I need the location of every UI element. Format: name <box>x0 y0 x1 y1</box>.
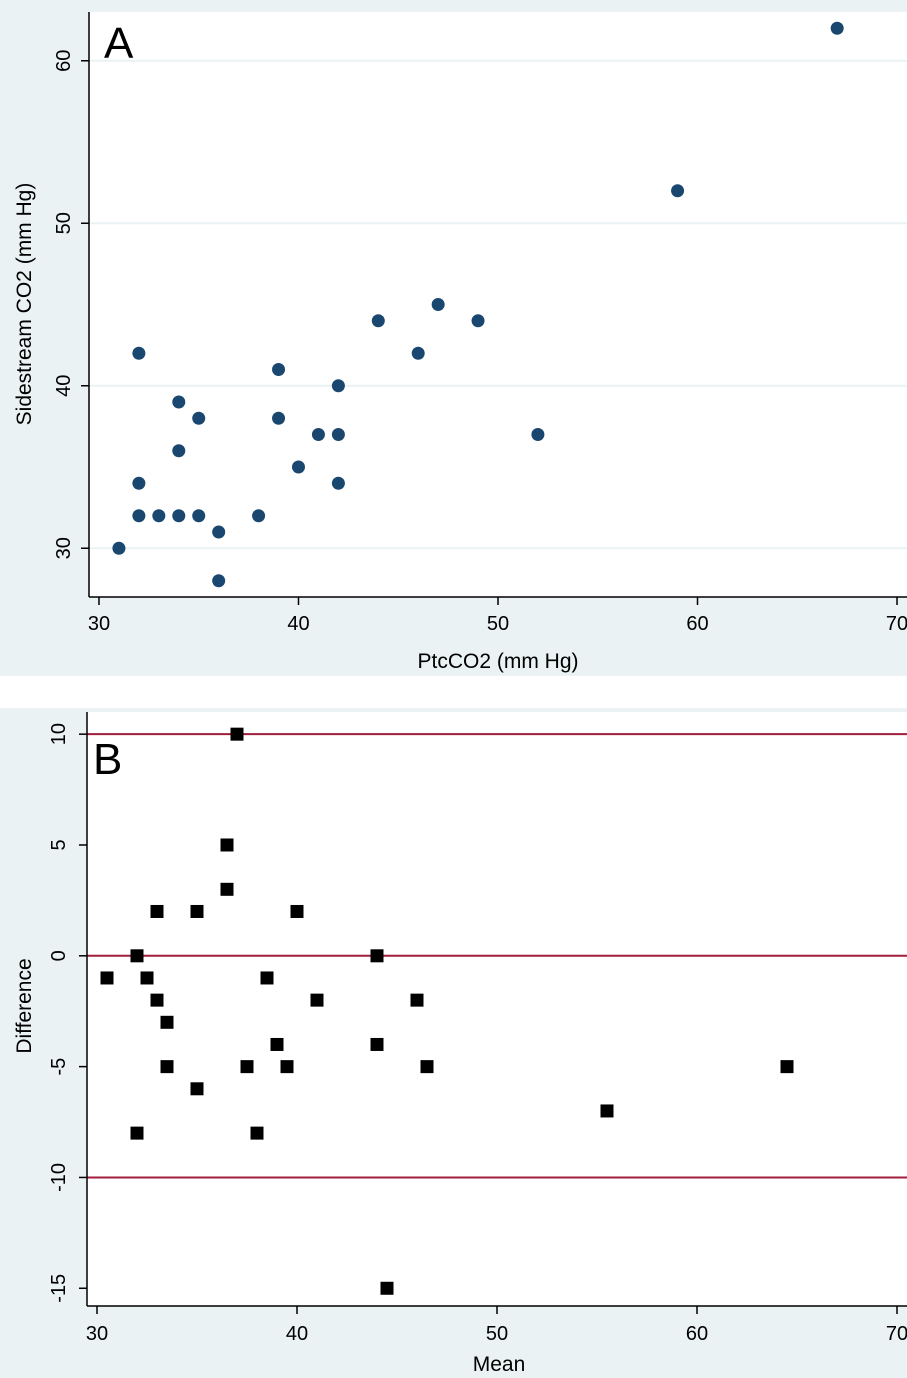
y-tick-label: 0 <box>48 950 70 961</box>
y-tick-label: 40 <box>53 375 75 397</box>
data-point <box>290 904 304 918</box>
y-tick-label: 30 <box>53 537 75 559</box>
data-point <box>172 395 186 409</box>
data-point <box>252 509 266 523</box>
data-point <box>291 460 305 474</box>
data-point <box>780 1060 794 1074</box>
x-tick-label: 40 <box>287 613 309 635</box>
data-point <box>331 476 345 490</box>
y-tick-label: 5 <box>48 839 70 850</box>
y-axis-label: Difference <box>13 958 36 1053</box>
panel-label: B <box>93 735 122 784</box>
x-tick-label: 30 <box>88 613 110 635</box>
scatter-plot-a: 30 40 50 60 70 30 40 50 60 A PtcCO2 (mm Hg) Side… <box>0 0 907 676</box>
y-tick-label: 50 <box>53 212 75 234</box>
x-tick-label: 40 <box>286 1323 308 1345</box>
data-point <box>160 1015 174 1029</box>
data-point <box>100 971 114 985</box>
data-point <box>220 838 234 852</box>
data-point <box>250 1126 264 1140</box>
data-point <box>310 993 324 1007</box>
x-tick-label: 70 <box>886 613 907 635</box>
data-point <box>531 428 545 441</box>
x-tick-label: 30 <box>86 1323 108 1345</box>
data-point <box>830 21 844 35</box>
data-point <box>370 949 384 963</box>
data-point <box>411 346 425 360</box>
data-point <box>431 298 445 311</box>
data-point <box>192 411 206 425</box>
data-point <box>331 379 345 393</box>
y-tick-label: 10 <box>48 723 70 745</box>
panel-label: A <box>104 19 134 68</box>
y-tick-label: -10 <box>48 1163 70 1192</box>
data-point <box>311 428 325 441</box>
data-points <box>112 21 844 588</box>
data-point <box>160 1060 174 1074</box>
data-point <box>132 509 146 523</box>
x-tick-label: 60 <box>686 1323 708 1345</box>
data-point <box>190 1082 204 1096</box>
data-point <box>150 904 164 918</box>
plot-area <box>87 712 907 1306</box>
y-axis-label: Sidestream CO2 (mm Hg) <box>13 183 36 426</box>
data-point <box>671 184 685 198</box>
panel-b-bland-altman: 30 40 50 60 70 -15 -10 -5 0 5 10 B Mean Difference <box>0 708 907 1378</box>
data-point <box>600 1104 614 1118</box>
y-tick-label: -15 <box>48 1274 70 1303</box>
y-tick-label: -5 <box>48 1058 70 1076</box>
axes: 30 40 50 60 70 30 40 50 60 <box>53 12 907 635</box>
data-point <box>280 1060 294 1074</box>
data-point <box>270 1037 284 1051</box>
data-point <box>130 949 144 963</box>
x-tick-label: 50 <box>486 1323 508 1345</box>
reference-lines <box>87 733 907 1179</box>
data-points <box>100 727 794 1295</box>
data-point <box>112 541 126 555</box>
x-axis-label: PtcCO2 (mm Hg) <box>417 650 578 673</box>
x-axis-label: Mean <box>473 1353 526 1376</box>
x-tick-label: 50 <box>487 613 509 635</box>
panel-a-sidestream-vs-ptcco2: 30 40 50 60 70 30 40 50 60 A PtcCO2 (mm Hg) Side… <box>0 0 907 676</box>
data-point <box>331 428 345 441</box>
data-point <box>272 411 286 425</box>
data-point <box>272 363 286 376</box>
data-point <box>371 314 385 328</box>
scatter-plot-b: 30 40 50 60 70 -15 -10 -5 0 5 10 B Mean Difference <box>0 708 907 1378</box>
x-tick-label: 60 <box>686 613 708 635</box>
data-point <box>152 509 166 523</box>
data-point <box>172 444 186 458</box>
plot-area <box>89 12 907 597</box>
data-point <box>140 971 154 985</box>
data-point <box>230 727 244 741</box>
data-point <box>410 993 424 1007</box>
data-point <box>150 993 164 1007</box>
data-point <box>212 574 226 588</box>
data-point <box>130 1126 144 1140</box>
data-point <box>420 1060 434 1074</box>
axes: 30 40 50 60 70 -15 -10 -5 0 5 10 <box>48 712 907 1345</box>
data-point <box>220 882 234 896</box>
data-point <box>132 476 146 490</box>
data-point <box>471 314 485 328</box>
gridlines <box>89 59 907 550</box>
y-tick-label: 60 <box>53 50 75 72</box>
data-point <box>190 904 204 918</box>
data-point <box>132 346 146 360</box>
data-point <box>380 1281 394 1295</box>
data-point <box>370 1037 384 1051</box>
data-point <box>172 509 186 523</box>
data-point <box>212 525 226 539</box>
data-point <box>260 971 274 985</box>
x-tick-label: 70 <box>886 1323 907 1345</box>
data-point <box>240 1060 254 1074</box>
data-point <box>192 509 206 523</box>
